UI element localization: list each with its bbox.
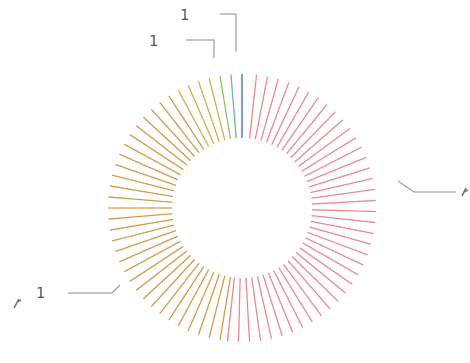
segment-line-4 bbox=[197, 81, 220, 143]
segment-line-36 bbox=[219, 276, 232, 341]
segment-line-24 bbox=[119, 235, 179, 263]
segment-line-31 bbox=[168, 266, 205, 321]
segment-line-18 bbox=[108, 196, 173, 203]
segment-line-2 bbox=[219, 75, 232, 140]
segment-line-63 bbox=[295, 251, 346, 294]
segment-line-72 bbox=[251, 277, 262, 341]
segment-line-65 bbox=[287, 260, 331, 310]
callout-top-leader bbox=[220, 13, 237, 52]
segment-line-71 bbox=[256, 276, 273, 339]
segment-line-35 bbox=[208, 275, 226, 339]
segment-line-39 bbox=[260, 78, 279, 141]
segment-line-64 bbox=[291, 256, 339, 302]
segment-line-40 bbox=[265, 82, 290, 143]
segment-line-25 bbox=[123, 240, 181, 273]
segment-line-62 bbox=[299, 247, 353, 285]
segment-line-30 bbox=[159, 262, 200, 315]
segment-line-9 bbox=[150, 108, 196, 157]
segment-line-1 bbox=[230, 74, 237, 139]
callout-top-label: 1 bbox=[180, 6, 190, 24]
segment-line-3 bbox=[208, 77, 226, 141]
callout-top-left-label: 1 bbox=[149, 32, 159, 50]
callout-right-marker bbox=[461, 187, 469, 197]
segment-line-44 bbox=[285, 104, 328, 155]
segment-line-55 bbox=[311, 209, 376, 213]
segment-line-14 bbox=[119, 153, 179, 181]
segment-line-53 bbox=[311, 188, 375, 199]
callout-right-leader bbox=[397, 180, 456, 193]
segment-line-17 bbox=[109, 185, 174, 198]
segment-line-10 bbox=[142, 116, 191, 162]
segment-line-42 bbox=[276, 91, 310, 148]
segment-line-47 bbox=[297, 127, 351, 167]
segment-line-60 bbox=[305, 237, 364, 266]
callout-left-leader bbox=[68, 284, 121, 294]
segment-group bbox=[108, 74, 376, 342]
segment-line-20 bbox=[108, 213, 173, 220]
segment-line-57 bbox=[310, 220, 374, 235]
callout-left-marker bbox=[13, 298, 22, 309]
segment-line-13 bbox=[123, 143, 181, 176]
segment-line-73 bbox=[245, 277, 251, 342]
segment-line-34 bbox=[197, 273, 220, 335]
segment-line-66 bbox=[283, 263, 323, 317]
segment-line-59 bbox=[307, 231, 368, 256]
segment-line-49 bbox=[304, 146, 362, 177]
segment-line-48 bbox=[301, 137, 357, 172]
segment-line-75 bbox=[226, 277, 236, 342]
segment-line-11 bbox=[135, 125, 188, 166]
segment-line-5 bbox=[187, 85, 215, 145]
segment-line-27 bbox=[135, 250, 188, 291]
segment-line-58 bbox=[309, 226, 372, 245]
segment-line-74 bbox=[237, 277, 241, 342]
segment-line-50 bbox=[306, 156, 367, 183]
segment-line-8 bbox=[159, 101, 200, 154]
segment-line-45 bbox=[290, 111, 336, 159]
segment-line-26 bbox=[129, 245, 184, 282]
callout-top-left-leader bbox=[186, 39, 215, 58]
segment-line-41 bbox=[271, 86, 300, 145]
segment-line-61 bbox=[302, 242, 359, 276]
segment-line-69 bbox=[267, 272, 294, 333]
segment-line-51 bbox=[308, 167, 371, 188]
segment-line-37 bbox=[248, 74, 258, 139]
ring-face bbox=[103, 69, 381, 347]
callout-left-label: 1 bbox=[36, 284, 46, 302]
segment-line-43 bbox=[281, 97, 319, 151]
segment-line-22 bbox=[111, 224, 175, 242]
segment-line-28 bbox=[142, 254, 191, 300]
segment-line-54 bbox=[311, 199, 376, 205]
segment-line-32 bbox=[177, 269, 210, 327]
segment-line-67 bbox=[278, 267, 313, 323]
segment-line-15 bbox=[115, 163, 177, 186]
segment-line-33 bbox=[187, 271, 215, 331]
segment-line-29 bbox=[150, 259, 196, 308]
segment-line-68 bbox=[273, 270, 304, 328]
segment-line-70 bbox=[262, 274, 283, 337]
segment-line-56 bbox=[311, 214, 376, 224]
segment-line-21 bbox=[109, 218, 174, 231]
segment-line-38 bbox=[254, 76, 269, 140]
segment-line-7 bbox=[168, 95, 205, 150]
segment-line-12 bbox=[129, 134, 184, 171]
segment-line-46 bbox=[294, 119, 344, 163]
segment-line-16 bbox=[111, 174, 175, 192]
segment-line-23 bbox=[115, 230, 177, 253]
segment-line-52 bbox=[310, 177, 373, 194]
segment-line-6 bbox=[177, 89, 210, 147]
